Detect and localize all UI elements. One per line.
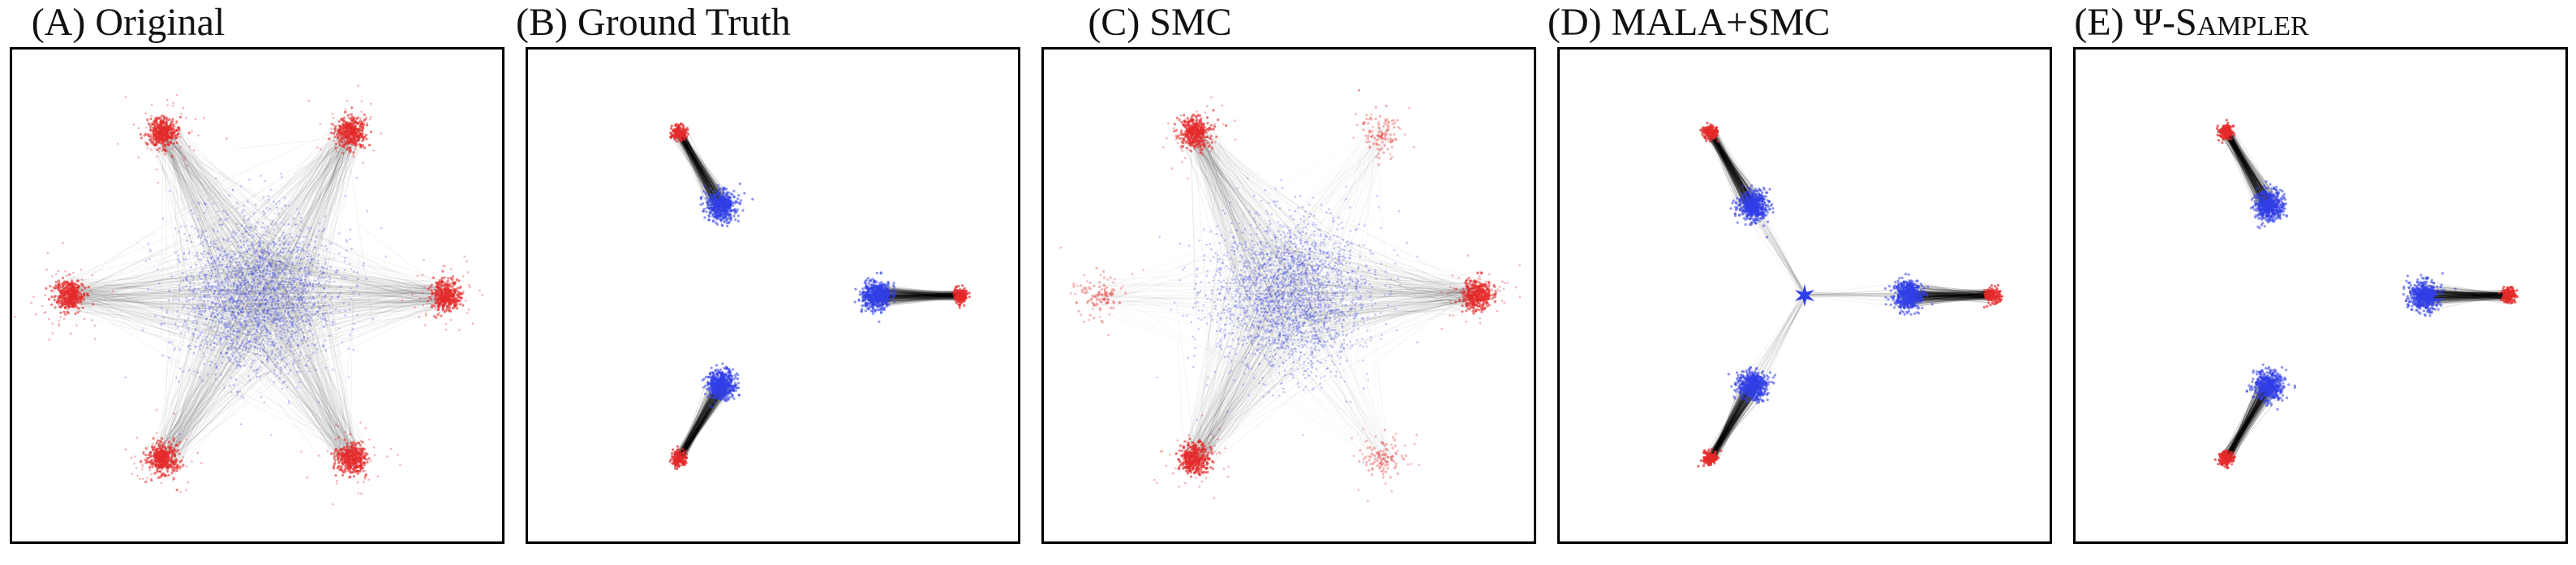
trajectory-bundle-4 (41, 180, 354, 378)
target-mode-1 (952, 284, 971, 309)
panel-title-e-smallcaps: Sampler (2175, 1, 2309, 44)
collapsed-source-star (1794, 284, 1815, 307)
trajectory-bundle-6 (135, 207, 373, 475)
trajectory-layer (41, 111, 466, 481)
panel-title-d: (D) MALA+SMC (1548, 0, 1830, 45)
plot-b (668, 122, 971, 471)
panel-a (10, 47, 504, 544)
trajectory-bundle-1 (1190, 199, 1493, 396)
source-cluster-2 (699, 182, 754, 228)
panel-title-c: (C) SMC (1032, 0, 1288, 45)
panel-title-b-text: (B) Ground Truth (516, 1, 791, 44)
target-mode-2 (2215, 119, 2236, 144)
target-mode-5 (140, 437, 185, 492)
trajectory-bundle-1 (2411, 280, 2517, 313)
source-cluster-2 (1729, 184, 1775, 239)
target-mode-3 (1697, 447, 1723, 468)
trajectory-bundle-1 (151, 170, 466, 387)
trajectory-layer (670, 125, 968, 466)
target-mode-2 (328, 106, 373, 155)
target-mode-2 (1699, 122, 1719, 143)
trajectory-bundle-3 (1172, 115, 1420, 399)
plot-a (13, 84, 483, 506)
target-mode-3 (1173, 109, 1228, 154)
panel-e (2073, 47, 2568, 544)
point-layer (2213, 119, 2519, 470)
panel-title-e: (E) Ψ-Sampler (2063, 0, 2320, 45)
source-cluster-3 (2245, 363, 2297, 411)
source-cluster-1 (853, 271, 897, 323)
star-link-2 (1745, 198, 1808, 299)
source-cluster-3 (1727, 366, 1777, 404)
point-layer (13, 84, 483, 506)
trajectory-bundle-3 (141, 111, 345, 382)
point-layer (668, 122, 971, 471)
panel-title-a: (A) Original (0, 0, 256, 45)
trajectory-layer (1703, 125, 1999, 466)
point-layer (1697, 122, 2004, 468)
target-halo-2 (1352, 88, 1415, 158)
plot-d (1697, 122, 2004, 468)
target-mode-1 (1453, 271, 1497, 315)
source-cloud (124, 172, 425, 437)
panel-title-b: (B) Ground Truth (516, 0, 791, 45)
source-cloud (1156, 177, 1419, 464)
target-mode-4 (1072, 266, 1127, 324)
target-mode-1 (426, 270, 465, 319)
source-cluster-2 (2249, 180, 2289, 230)
target-mode-5 (1174, 437, 1215, 478)
trajectory-layer (2218, 124, 2517, 468)
panel-title-c-text: (C) SMC (1088, 1, 1232, 44)
target-halo-4 (1059, 246, 1144, 337)
panel-title-a-text: (A) Original (31, 1, 225, 44)
plot-c (1059, 88, 1522, 502)
panel-title-e-text: (E) Ψ- (2074, 1, 2176, 44)
target-mode-3 (668, 445, 689, 471)
panel-d (1557, 47, 2052, 544)
panel-b (526, 47, 1020, 544)
target-mode-2 (1362, 104, 1400, 166)
target-halo-6 (1350, 428, 1420, 502)
source-cluster-1 (2402, 272, 2457, 317)
trajectory-layer (1172, 115, 1493, 478)
target-mode-1 (1982, 283, 2004, 308)
panel-title-d-text: (D) MALA+SMC (1548, 1, 1831, 44)
target-mode-2 (669, 122, 690, 143)
target-mode-6 (1358, 429, 1407, 479)
target-mode-1 (2497, 285, 2519, 305)
source-cluster-3 (701, 362, 741, 409)
target-mode-6 (329, 438, 371, 479)
trajectory-bundle-5 (143, 188, 366, 481)
target-mode-4 (45, 273, 95, 316)
panel-c (1041, 47, 1536, 544)
trajectory-bundle-2 (160, 113, 373, 386)
plot-e (2213, 119, 2519, 470)
target-mode-3 (2213, 449, 2236, 470)
point-layer (1059, 88, 1522, 502)
target-mode-3 (139, 114, 191, 158)
source-cluster-1 (1883, 272, 1934, 316)
